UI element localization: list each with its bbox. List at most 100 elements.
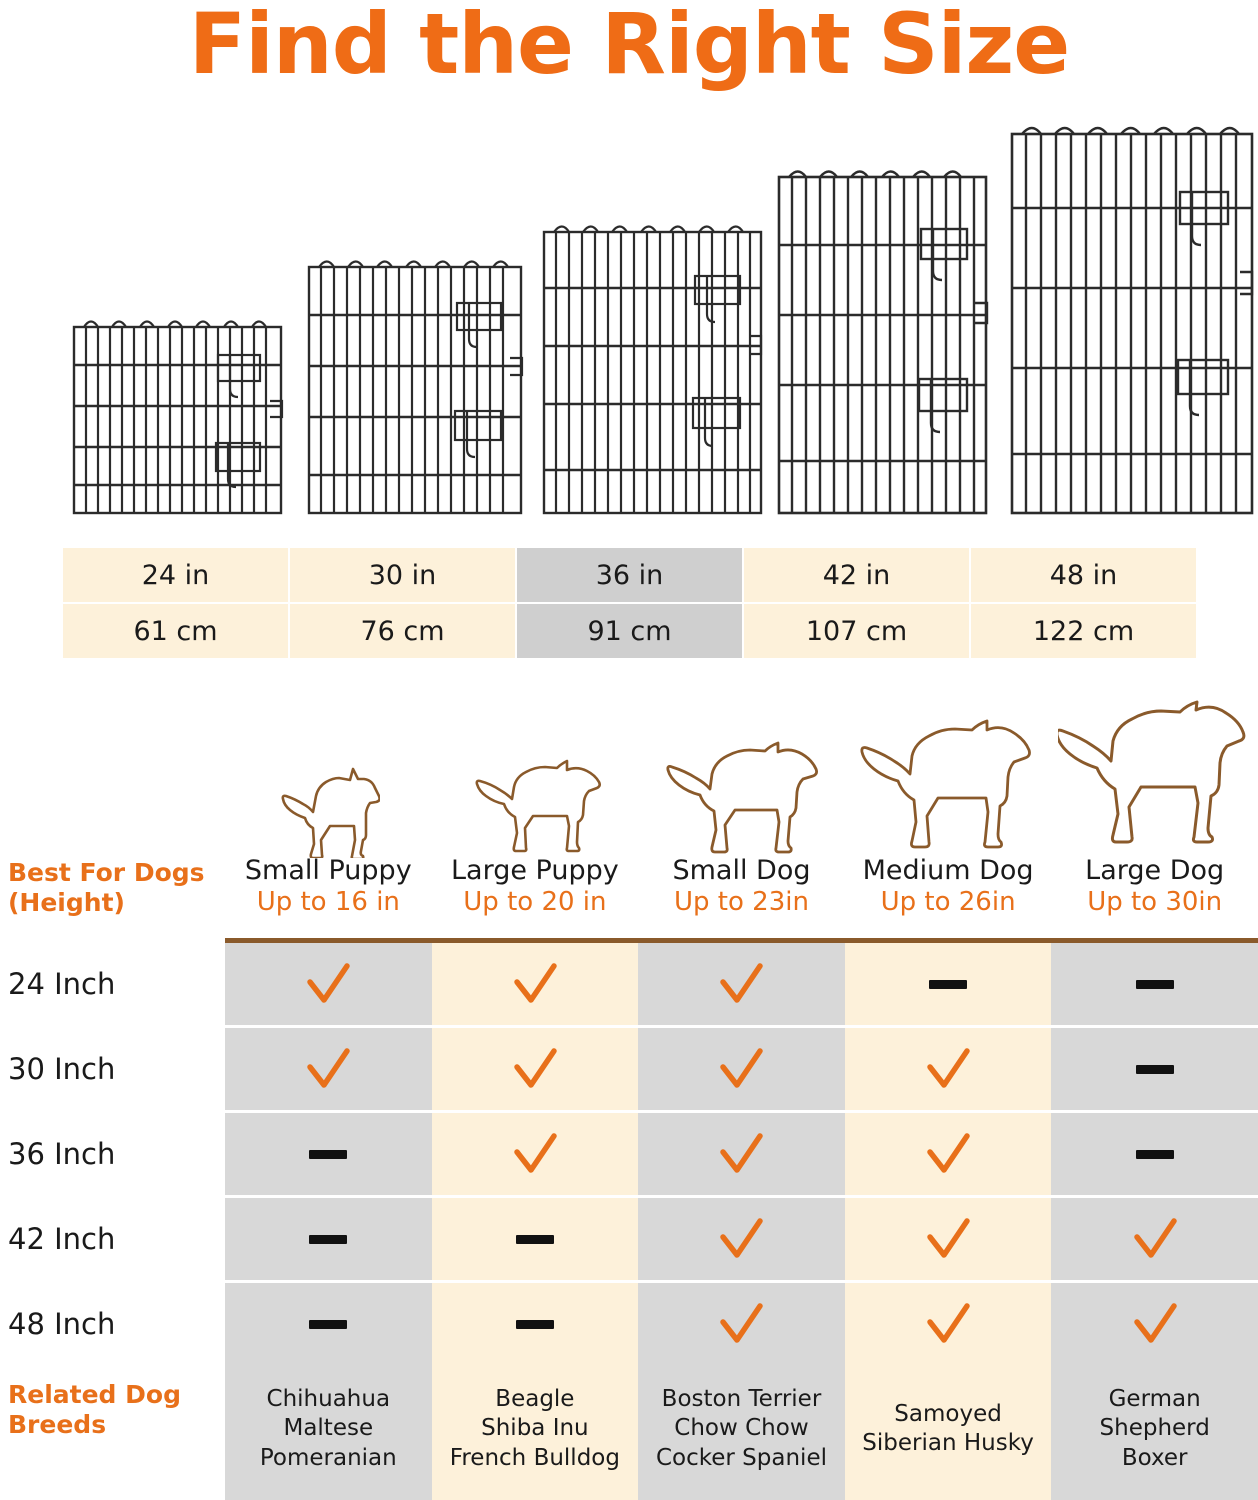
dash-icon: [1135, 1064, 1174, 1074]
matrix-row-cells: [225, 1283, 1258, 1365]
dash-icon: [1135, 1149, 1174, 1159]
breed-cell-3: Samoyed Siberian Husky: [844, 1358, 1052, 1500]
matrix-cell-4-3: [844, 1283, 1052, 1365]
best-for-col-0: Small Puppy Up to 16 in: [225, 855, 432, 919]
matrix-cell-4-4: [1051, 1283, 1258, 1365]
check-icon: [514, 963, 557, 1003]
breed-name: Chow Chow: [674, 1415, 809, 1442]
related-breeds-line2: Breeds: [8, 1410, 107, 1439]
size-cell-cm-4: 122 cm: [971, 604, 1196, 658]
matrix-cell-0-1: [431, 943, 639, 1025]
dog-icon-cell-3: [845, 688, 1052, 858]
dash-icon: [1135, 979, 1174, 989]
breed-name: Maltese: [283, 1415, 374, 1442]
breed-name: Cocker Spaniel: [655, 1444, 827, 1471]
matrix-row-label-0: 24 Inch: [8, 967, 116, 1001]
matrix-cell-3-3: [844, 1198, 1052, 1280]
matrix-cell-1-2: [638, 1028, 845, 1110]
check-icon: [514, 1048, 557, 1088]
matrix-cell-4-1: [431, 1283, 639, 1365]
matrix-cell-2-4: [1051, 1113, 1258, 1195]
breed-cell-2: Boston Terrier Chow Chow Cocker Spaniel: [638, 1358, 845, 1500]
matrix-row-label-4: 48 Inch: [8, 1307, 116, 1341]
matrix-cell-0-3: [844, 943, 1052, 1025]
best-for-name-1: Large Puppy: [451, 855, 619, 886]
matrix-cell-2-1: [431, 1113, 639, 1195]
wire-dog-crate-icon: [1010, 126, 1254, 515]
dog-icon-cell-1: [432, 688, 639, 858]
crate-image-24in: [70, 313, 285, 518]
check-icon: [927, 1218, 970, 1258]
best-for-height-3: Up to 26in: [880, 887, 1016, 918]
check-icon: [514, 1133, 557, 1173]
breed-name: Shepherd: [1099, 1415, 1210, 1442]
matrix-cell-3-2: [638, 1198, 845, 1280]
wire-dog-crate-icon: [777, 170, 989, 515]
size-cell-cm-0: 61 cm: [63, 604, 290, 658]
best-for-dogs-line1: Best For Dogs: [8, 858, 205, 887]
matrix-cell-0-4: [1051, 943, 1258, 1025]
crate-image-30in: [305, 253, 525, 518]
size-table: 24 in 30 in 36 in 42 in 48 in 61 cm 76 c…: [63, 548, 1196, 658]
best-for-height-2: Up to 23in: [674, 887, 809, 918]
medium-small-dog-silhouette-icon: [475, 759, 601, 853]
dog-icon-cell-4: [1051, 688, 1258, 858]
breed-name: German: [1108, 1385, 1201, 1412]
breed-name: Samoyed: [894, 1400, 1002, 1427]
matrix-row-cells: [225, 1198, 1258, 1280]
matrix-row: 24 Inch: [0, 943, 1258, 1025]
breed-name: French Bulldog: [449, 1444, 620, 1471]
matrix-row: 36 Inch: [0, 1113, 1258, 1195]
size-cell-inch-2: 36 in: [517, 548, 744, 604]
size-cell-cm-3: 107 cm: [744, 604, 971, 658]
related-breeds-label: Related Dog Breeds: [0, 1358, 225, 1500]
breed-name: Boston Terrier: [661, 1385, 822, 1412]
size-cell-inch-3: 42 in: [744, 548, 971, 604]
related-breeds-row: Related Dog Breeds Chihuahua Maltese Pomer…: [0, 1358, 1258, 1500]
check-icon: [927, 1133, 970, 1173]
small-dog-silhouette-icon: [281, 767, 381, 858]
check-icon: [307, 1048, 351, 1088]
best-for-col-1: Large Puppy Up to 20 in: [432, 855, 639, 919]
breed-name: Boxer: [1121, 1444, 1188, 1471]
wire-dog-crate-icon: [542, 225, 763, 515]
check-icon: [720, 1048, 764, 1088]
matrix-cell-2-3: [844, 1113, 1052, 1195]
check-icon: [1133, 1218, 1177, 1258]
breed-name: Siberian Husky: [862, 1430, 1034, 1456]
breed-cell-0: Chihuahua Maltese Pomeranian: [225, 1358, 432, 1500]
breed-name: Shiba Inu: [481, 1415, 589, 1442]
check-icon: [720, 1303, 764, 1343]
matrix-cell-3-0: [225, 1198, 432, 1280]
best-for-name-4: Large Dog: [1085, 855, 1225, 886]
size-row-inches: 24 in 30 in 36 in 42 in 48 in: [63, 548, 1196, 604]
check-icon: [720, 1133, 764, 1173]
best-for-header-row: Small Puppy Up to 16 in Large Puppy Up t…: [225, 855, 1258, 919]
matrix-top-rule: [225, 938, 1258, 943]
dog-silhouette-row: [225, 688, 1258, 858]
best-for-col-3: Medium Dog Up to 26in: [845, 855, 1052, 919]
crate-image-36in: [540, 218, 765, 518]
dash-icon: [309, 1319, 348, 1329]
size-cell-inch-0: 24 in: [63, 548, 290, 604]
breed-cell-4: German Shepherd Boxer: [1051, 1358, 1258, 1500]
wire-dog-crate-icon: [307, 260, 524, 515]
size-row-centimeters: 61 cm 76 cm 91 cm 107 cm 122 cm: [63, 604, 1196, 658]
matrix-cell-0-0: [225, 943, 432, 1025]
matrix-row: 42 Inch: [0, 1198, 1258, 1280]
size-cell-cm-2: 91 cm: [517, 604, 744, 658]
matrix-cell-3-4: [1051, 1198, 1258, 1280]
matrix-cell-4-2: [638, 1283, 845, 1365]
matrix-row-label-2: 36 Inch: [8, 1137, 116, 1171]
check-icon: [1133, 1303, 1177, 1343]
large-dog-silhouette-icon: [860, 719, 1031, 849]
crate-image-42in: [775, 163, 990, 518]
related-breeds-line1: Related Dog: [8, 1380, 181, 1409]
best-for-name-3: Medium Dog: [862, 855, 1034, 886]
size-cell-inch-1: 30 in: [290, 548, 517, 604]
matrix-row-cells: [225, 943, 1258, 1025]
check-icon: [720, 963, 764, 1003]
check-icon: [927, 1048, 970, 1088]
matrix-cell-1-3: [844, 1028, 1052, 1110]
breed-name: Beagle: [495, 1385, 575, 1412]
